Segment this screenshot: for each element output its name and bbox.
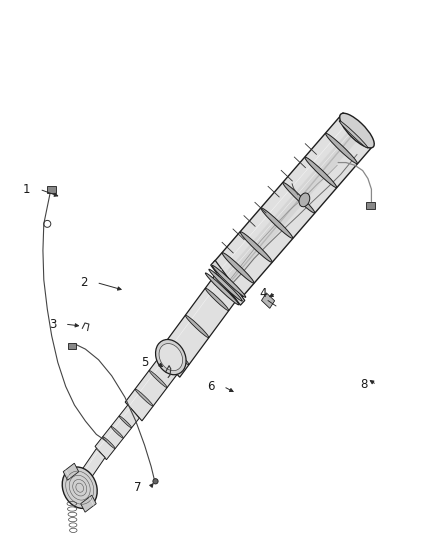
- Ellipse shape: [205, 273, 239, 305]
- Text: 3: 3: [49, 318, 56, 330]
- Ellipse shape: [119, 416, 132, 428]
- Ellipse shape: [205, 288, 229, 311]
- Ellipse shape: [261, 208, 293, 238]
- Ellipse shape: [185, 315, 209, 338]
- Text: 4: 4: [260, 287, 267, 300]
- Ellipse shape: [299, 193, 310, 207]
- Ellipse shape: [149, 370, 167, 387]
- Ellipse shape: [62, 467, 97, 508]
- Text: 1: 1: [23, 183, 31, 196]
- Ellipse shape: [283, 182, 315, 213]
- Polygon shape: [158, 276, 237, 377]
- Ellipse shape: [135, 389, 153, 406]
- Polygon shape: [125, 356, 177, 421]
- Text: 8: 8: [360, 378, 368, 391]
- Bar: [47, 186, 56, 193]
- Text: 6: 6: [207, 380, 215, 393]
- Text: 5: 5: [141, 356, 148, 369]
- Polygon shape: [81, 449, 105, 480]
- Text: 2: 2: [80, 276, 88, 289]
- Text: 7: 7: [134, 481, 141, 494]
- Ellipse shape: [102, 437, 115, 449]
- Polygon shape: [95, 405, 139, 459]
- Ellipse shape: [222, 253, 254, 283]
- Polygon shape: [63, 463, 79, 480]
- Bar: [68, 343, 76, 349]
- Ellipse shape: [153, 479, 158, 484]
- Ellipse shape: [240, 232, 272, 262]
- Polygon shape: [81, 495, 96, 512]
- Ellipse shape: [155, 340, 186, 375]
- Polygon shape: [214, 113, 371, 297]
- Ellipse shape: [305, 157, 337, 188]
- Bar: [366, 202, 375, 209]
- Ellipse shape: [111, 426, 124, 438]
- Ellipse shape: [212, 265, 246, 297]
- Ellipse shape: [325, 133, 357, 164]
- Polygon shape: [211, 260, 245, 305]
- Bar: [261, 293, 275, 308]
- Ellipse shape: [166, 342, 189, 365]
- Ellipse shape: [159, 344, 183, 370]
- Ellipse shape: [340, 113, 374, 148]
- Ellipse shape: [339, 120, 368, 148]
- Polygon shape: [225, 124, 363, 284]
- Ellipse shape: [209, 269, 242, 301]
